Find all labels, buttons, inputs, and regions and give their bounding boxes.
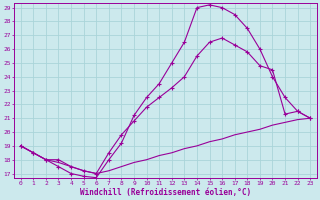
X-axis label: Windchill (Refroidissement éolien,°C): Windchill (Refroidissement éolien,°C) — [80, 188, 251, 197]
